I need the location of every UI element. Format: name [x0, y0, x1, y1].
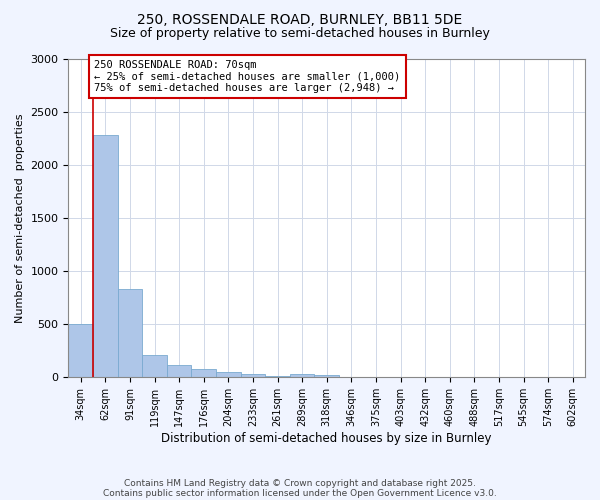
Bar	[290, 374, 314, 378]
Bar	[167, 364, 191, 378]
Text: 250 ROSSENDALE ROAD: 70sqm
← 25% of semi-detached houses are smaller (1,000)
75%: 250 ROSSENDALE ROAD: 70sqm ← 25% of semi…	[94, 60, 400, 94]
Bar	[216, 372, 241, 378]
Text: 250, ROSSENDALE ROAD, BURNLEY, BB11 5DE: 250, ROSSENDALE ROAD, BURNLEY, BB11 5DE	[137, 12, 463, 26]
Bar	[191, 369, 216, 378]
Bar	[314, 374, 339, 378]
X-axis label: Distribution of semi-detached houses by size in Burnley: Distribution of semi-detached houses by …	[161, 432, 492, 445]
Bar	[265, 376, 290, 378]
Bar	[68, 324, 93, 378]
Bar	[142, 355, 167, 378]
Bar	[241, 374, 265, 378]
Bar	[93, 136, 118, 378]
Bar	[118, 290, 142, 378]
Text: Size of property relative to semi-detached houses in Burnley: Size of property relative to semi-detach…	[110, 28, 490, 40]
Text: Contains public sector information licensed under the Open Government Licence v3: Contains public sector information licen…	[103, 488, 497, 498]
Y-axis label: Number of semi-detached  properties: Number of semi-detached properties	[15, 114, 25, 323]
Text: Contains HM Land Registry data © Crown copyright and database right 2025.: Contains HM Land Registry data © Crown c…	[124, 478, 476, 488]
